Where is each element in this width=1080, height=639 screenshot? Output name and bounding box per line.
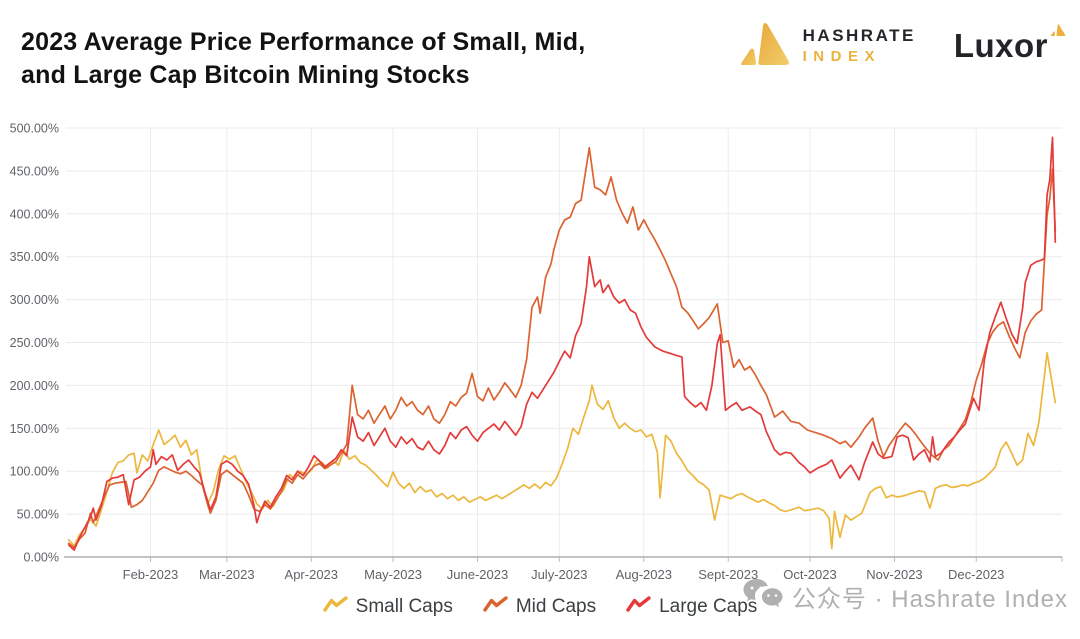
series-line-small-caps (67, 351, 1057, 550)
series-line-large-caps (67, 136, 1057, 551)
legend-item-mid-caps: Mid Caps (483, 596, 596, 618)
y-axis-tick-label: 400.00% (10, 207, 59, 221)
x-axis-tick-label: July-2023 (531, 567, 587, 582)
y-axis-tick-label: 0.00% (24, 551, 59, 565)
y-axis-tick-label: 350.00% (10, 250, 59, 264)
page-title: 2023 Average Price Performance of Small,… (21, 26, 661, 92)
luxor-triangle-icon (1051, 23, 1066, 42)
large-caps-line-icon (626, 596, 651, 618)
x-axis-tick-label: June-2023 (447, 567, 508, 582)
hashrate-index-triangle-icon (740, 20, 793, 71)
x-axis-tick-label: Sept-2023 (698, 567, 758, 582)
chart-legend: Small Caps Mid Caps Large Caps (0, 596, 1080, 618)
y-axis-tick-label: 300.00% (10, 293, 59, 307)
x-axis-tick-label: Oct-2023 (783, 567, 836, 582)
hashrate-index-logo: HASHRATE INDEX (740, 20, 916, 71)
x-axis-tick-label: Feb-2023 (123, 567, 179, 582)
y-axis-tick-label: 500.00% (10, 122, 59, 136)
brand-logos: HASHRATE INDEX Luxor (740, 20, 1066, 71)
small-caps-line-icon (322, 596, 348, 618)
x-axis-tick-label: Mar-2023 (199, 567, 255, 582)
hashrate-text: HASHRATE (802, 26, 916, 45)
y-axis-tick-label: 200.00% (10, 379, 59, 393)
x-axis-tick-label: Dec-2023 (948, 567, 1004, 582)
legend-label-mid-caps: Mid Caps (515, 596, 597, 617)
y-axis-tick-label: 250.00% (10, 336, 59, 350)
y-axis-tick-label: 150.00% (10, 422, 59, 436)
legend-label-small-caps: Small Caps (355, 596, 453, 617)
x-axis-tick-label: Nov-2023 (866, 567, 922, 582)
x-axis-tick-label: Aug-2023 (616, 567, 672, 582)
legend-item-large-caps: Large Caps (626, 596, 757, 618)
page-title-line2: and Large Cap Bitcoin Mining Stocks (21, 61, 470, 89)
series-line-mid-caps (67, 146, 1057, 549)
x-axis-tick-label: Apr-2023 (285, 567, 338, 582)
luxor-logo: Luxor (953, 23, 1066, 65)
legend-item-small-caps: Small Caps (322, 596, 453, 618)
y-axis-tick-label: 100.00% (10, 465, 59, 479)
hashrate-index-wordmark: HASHRATE INDEX (803, 26, 916, 65)
y-axis-tick-label: 50.00% (17, 508, 59, 522)
mid-caps-line-icon (483, 596, 508, 618)
y-axis-tick-label: 450.00% (10, 164, 59, 178)
index-text: INDEX (802, 48, 881, 65)
page-title-line1: 2023 Average Price Performance of Small,… (21, 28, 586, 56)
luxor-wordmark: Luxor (953, 26, 1048, 64)
x-axis-tick-label: May-2023 (364, 567, 422, 582)
price-performance-chart: 0.00% 50.00% 100.00% 150.00% 200.00% 250.00% 3… (0, 112, 1080, 592)
chart-svg: 0.00% 50.00% 100.00% 150.00% 200.00% 250.00% 3… (10, 122, 1063, 582)
legend-label-large-caps: Large Caps (659, 596, 758, 617)
